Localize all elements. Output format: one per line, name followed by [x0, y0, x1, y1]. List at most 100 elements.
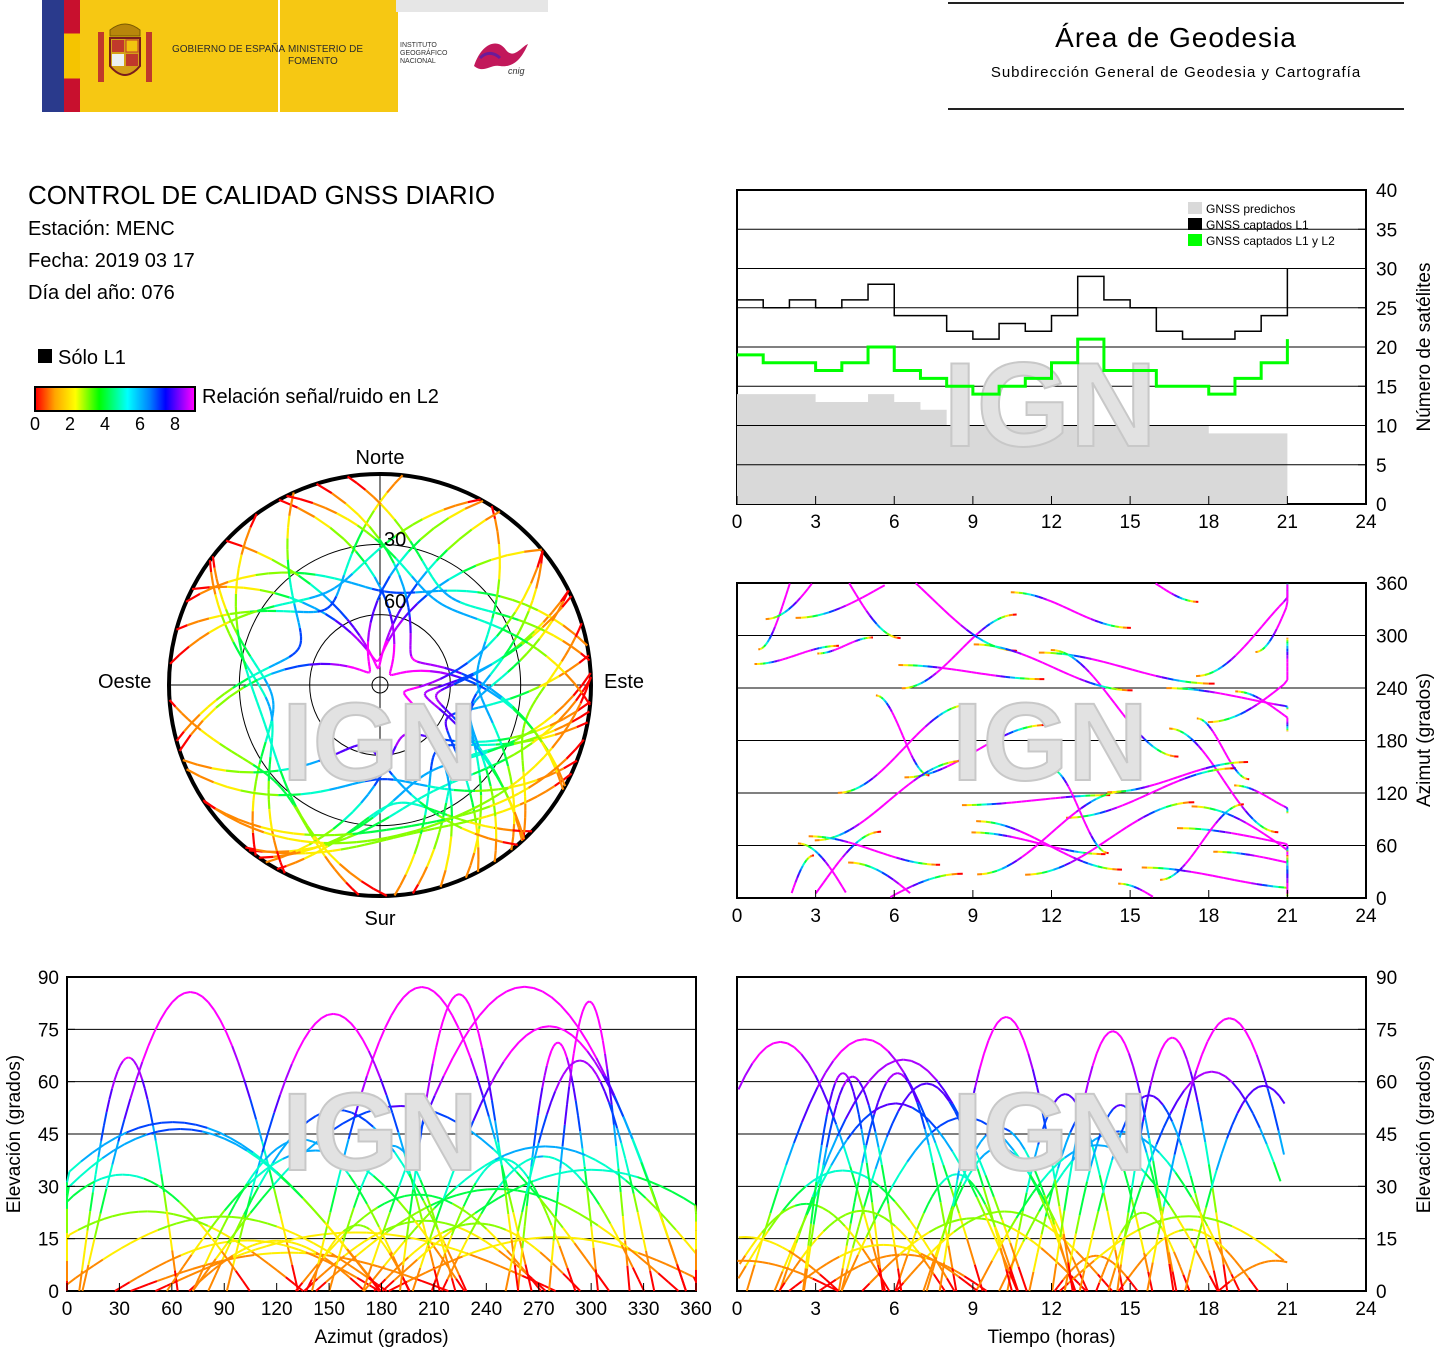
sky-track-segment	[452, 767, 457, 773]
elev-az-track-segment	[400, 1104, 413, 1108]
elev-az-track-segment	[293, 1126, 303, 1135]
elev-time-track-segment	[851, 1226, 860, 1249]
sky-track-segment	[536, 550, 544, 568]
azimuth-track-segment	[1187, 599, 1191, 602]
elev-az-track-segment	[243, 1079, 252, 1100]
azimuth-track-segment	[784, 608, 790, 614]
sky-track-segment	[300, 815, 309, 827]
elev-time-track-segment	[951, 1103, 962, 1120]
elev-az-track-segment	[384, 1145, 390, 1149]
y-tick-label: 20	[1376, 338, 1397, 359]
elev-az-track-segment	[257, 1168, 267, 1177]
elev-time-track-segment	[832, 1050, 842, 1062]
sky-track-segment	[526, 711, 530, 717]
azimuth-track-segment	[1135, 729, 1141, 736]
elev-time-track-segment	[901, 1209, 911, 1221]
azimuth-track-segment	[1277, 683, 1285, 690]
azimuth-track-segment	[882, 852, 888, 856]
elev-az-track-segment	[77, 1224, 88, 1231]
elev-az-track-segment	[360, 1193, 368, 1205]
azimuth-track-segment	[1245, 821, 1253, 828]
elev-time-track-segment	[1272, 1161, 1282, 1182]
azimuth-track-segment	[895, 890, 902, 896]
elev-az-track-segment	[396, 996, 405, 1006]
azimuth-track-segment	[1067, 785, 1072, 791]
sky-track-segment	[256, 681, 262, 688]
elev-az-track-segment	[342, 1268, 351, 1275]
azimuth-track-segment	[1097, 659, 1104, 663]
elev-az-track-segment	[419, 1179, 425, 1189]
elev-time-track-segment	[818, 1280, 826, 1286]
azimuth-track-segment	[850, 599, 858, 605]
elev-az-track-segment	[409, 987, 417, 993]
elev-time-track-segment	[955, 1181, 962, 1196]
azimuth-track-segment	[1042, 661, 1049, 666]
y-tick-label: 0	[1376, 495, 1387, 516]
y-tick-label: 75	[38, 1020, 59, 1041]
azimuth-track-segment	[1046, 598, 1052, 603]
sky-track-segment	[269, 691, 274, 697]
sky-track-segment	[388, 551, 397, 560]
elev-az-track-segment	[564, 1236, 574, 1240]
sky-track-segment	[420, 793, 428, 799]
azimuth-track-segment	[821, 646, 826, 649]
elev-time-track-segment	[833, 1214, 841, 1222]
elev-time-track-segment	[1264, 1260, 1269, 1264]
sky-track-segment	[464, 864, 472, 879]
elev-az-track-segment	[543, 1065, 548, 1077]
elev-az-track-segment	[579, 1059, 585, 1063]
elev-time-track-segment	[817, 1230, 825, 1239]
azimuth-track-segment	[948, 614, 956, 621]
azimuth-track-segment	[828, 650, 831, 653]
elev-az-track-segment	[433, 1218, 439, 1230]
elev-az-track-segment	[525, 1157, 533, 1162]
azimuth-track-segment	[1063, 779, 1068, 784]
azimuth-track-segment	[954, 650, 960, 656]
elev-time-track-segment	[1180, 1145, 1187, 1161]
sky-track-segment	[384, 590, 391, 594]
elev-az-track-segment	[409, 1158, 415, 1166]
elev-az-track-segment	[356, 1030, 364, 1041]
elev-time-track-segment	[1007, 1217, 1018, 1233]
azimuth-track-segment	[1268, 796, 1272, 801]
elev-az-track-segment	[545, 1101, 552, 1115]
elev-time-track-segment	[1162, 1104, 1169, 1113]
elev-az-track-segment	[244, 1248, 256, 1255]
elev-az-track-segment	[258, 1159, 266, 1168]
elev-az-track-segment	[573, 1284, 582, 1292]
azimuth-track-segment	[1219, 774, 1225, 781]
sky-track-segment	[484, 510, 501, 522]
elev-az-track-segment	[207, 1224, 217, 1231]
sky-track-segment	[489, 793, 500, 801]
azimuth-track-segment	[1098, 846, 1102, 851]
sky-track-segment	[580, 710, 590, 718]
elev-time-track-segment	[768, 1262, 776, 1266]
sky-track-segment	[265, 850, 277, 854]
elev-az-track-segment	[421, 1280, 432, 1286]
elev-az-track-segment	[159, 1009, 168, 1021]
azimuth-track-segment	[1069, 789, 1074, 795]
elev-time-track-segment	[931, 1162, 938, 1183]
elev-az-track-segment	[300, 1244, 307, 1249]
elev-az-track-segment	[291, 1241, 297, 1245]
elev-az-track-segment	[359, 1260, 370, 1265]
elev-time-track-segment	[960, 1169, 967, 1183]
elev-az-track-segment	[207, 1001, 215, 1011]
elev-time-track-segment	[1073, 1116, 1080, 1125]
elev-az-track-segment	[480, 1087, 490, 1105]
elev-time-track-segment	[1100, 1120, 1107, 1131]
elev-time-track-segment	[1190, 1196, 1201, 1212]
azimuth-track-segment	[1052, 768, 1056, 771]
sky-track-segment	[418, 733, 425, 737]
sky-track-segment	[443, 712, 451, 719]
azimuth-track-segment	[1120, 665, 1127, 670]
azimuth-track-segment	[966, 639, 972, 645]
sky-track-segment	[436, 691, 440, 695]
sky-track-segment	[416, 660, 422, 664]
elev-az-track-segment	[203, 1215, 213, 1219]
elev-time-track-segment	[1258, 1127, 1268, 1145]
sky-track-segment	[442, 809, 446, 818]
elev-az-track-segment	[207, 1274, 217, 1292]
sky-track-segment	[394, 741, 399, 747]
elev-time-track-segment	[1134, 1141, 1141, 1165]
